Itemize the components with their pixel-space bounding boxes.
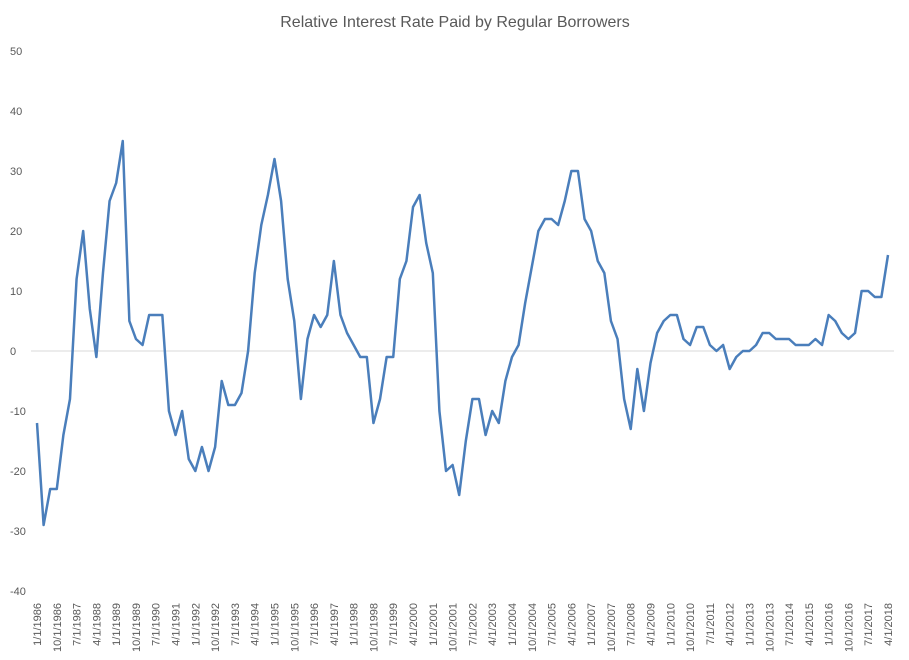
x-tick-label: 7/1/1993 (230, 603, 242, 646)
x-tick-label: 10/1/1992 (210, 603, 222, 652)
y-tick-label: -30 (10, 526, 26, 538)
x-tick-label: 7/1/2011 (705, 603, 717, 645)
x-tick-label: 4/1/2012 (725, 603, 737, 646)
x-tick-label: 10/1/1989 (131, 603, 143, 652)
y-tick-label: -40 (10, 586, 26, 598)
x-tick-label: 10/1/2016 (843, 603, 855, 652)
x-tick-label: 7/1/2002 (467, 603, 479, 646)
y-tick-label: -10 (10, 406, 26, 418)
x-tick-label: 1/1/1986 (32, 603, 44, 646)
x-tick-label: 4/1/2009 (646, 603, 658, 646)
x-tick-label: 1/1/1995 (269, 603, 281, 646)
y-tick-label: 30 (10, 166, 22, 178)
x-tick-label: 4/1/2000 (408, 603, 420, 646)
x-tick-label: 7/1/2005 (547, 603, 559, 646)
x-tick-label: 4/1/2006 (566, 603, 578, 646)
x-tick-label: 1/1/2004 (507, 603, 519, 646)
x-tick-label: 1/1/2013 (744, 603, 756, 646)
y-tick-label: 10 (10, 286, 22, 298)
x-tick-label: 7/1/1990 (151, 603, 163, 646)
x-tick-label: 1/1/2001 (428, 603, 440, 646)
y-tick-label: 50 (10, 46, 22, 58)
y-tick-label: 40 (10, 106, 22, 118)
x-tick-label: 1/1/1989 (111, 603, 123, 646)
x-tick-label: 7/1/1987 (72, 603, 84, 646)
x-tick-label: 1/1/2007 (586, 603, 598, 646)
x-tick-label: 4/1/1988 (91, 603, 103, 646)
y-tick-label: 0 (10, 346, 16, 358)
x-tick-label: 4/1/2018 (883, 603, 895, 646)
x-tick-label: 10/1/1998 (368, 603, 380, 652)
x-tick-label: 4/1/1994 (250, 603, 262, 646)
x-tick-label: 4/1/2015 (804, 603, 816, 646)
x-tick-label: 7/1/2017 (863, 603, 875, 646)
x-tick-label: 7/1/1999 (388, 603, 400, 646)
x-tick-label: 10/1/2004 (527, 603, 539, 652)
x-tick-label: 7/1/1996 (309, 603, 321, 646)
y-tick-label: 20 (10, 226, 22, 238)
x-tick-label: 10/1/2007 (606, 603, 618, 652)
x-tick-label: 1/1/1992 (190, 603, 202, 646)
x-tick-label: 10/1/2010 (685, 603, 697, 652)
x-tick-label: 7/1/2008 (626, 603, 638, 646)
x-tick-label: 4/1/1991 (171, 603, 183, 646)
x-tick-label: 10/1/1986 (52, 603, 64, 652)
x-tick-label: 4/1/1997 (329, 603, 341, 646)
data-line (35, 139, 890, 527)
x-tick-label: 7/1/2014 (784, 603, 796, 646)
x-tick-label: 4/1/2003 (487, 603, 499, 646)
x-tick-label: 1/1/2010 (665, 603, 677, 646)
x-tick-label: 1/1/2016 (824, 603, 836, 646)
chart-title: Relative Interest Rate Paid by Regular B… (280, 14, 630, 31)
x-tick-label: 10/1/1995 (289, 603, 301, 652)
x-tick-label: 1/1/1998 (349, 603, 361, 646)
x-tick-label: 10/1/2013 (764, 603, 776, 652)
y-tick-label: -20 (10, 466, 26, 478)
x-tick-label: 10/1/2001 (448, 603, 460, 652)
